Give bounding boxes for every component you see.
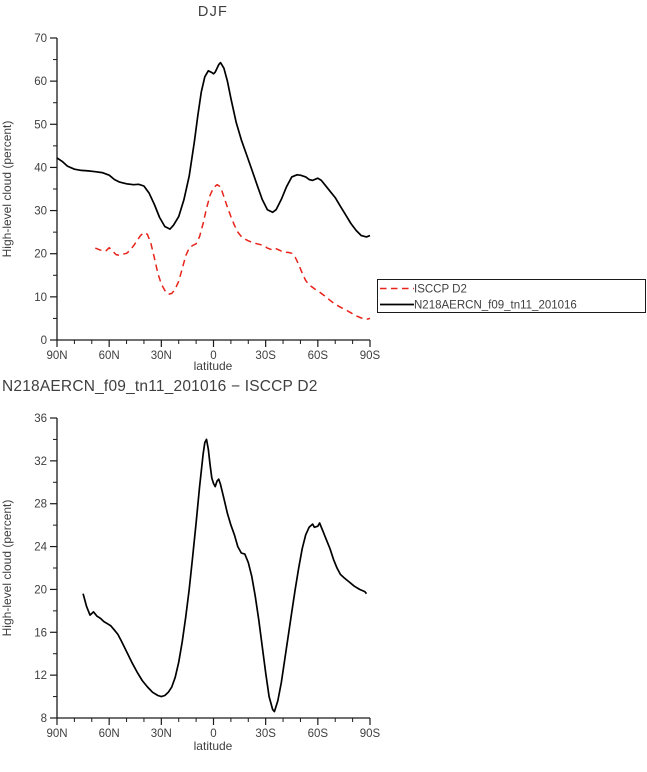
x-tick-label: 60N [99,728,120,740]
series-line-model [82,438,368,713]
y-tick-label: 20 [34,584,47,596]
x-tick-label: 0 [210,350,216,362]
y-tick-label: 70 [34,33,47,45]
bottom-chart: N218AERCN_f09_tn11_201016 − ISCCP D2 Hig… [0,378,381,753]
y-tick-label: 30 [34,206,47,218]
top-chart: DJF High-level cloud (percent) latitude … [0,4,646,373]
series-line-model [56,61,371,238]
x-tick-label: 90N [46,350,67,362]
y-tick-label: 10 [34,292,47,304]
y-tick-label: 0 [41,335,47,347]
y-tick-label: 20 [34,249,47,261]
x-tick-label: 0 [210,728,216,740]
y-tick-label: 16 [34,627,47,639]
legend-label-model: N218AERCN_f09_tn11_201016 [414,300,577,312]
y-tick-label: 60 [34,76,47,88]
top-x-axis-label: latitude [194,359,233,373]
top-y-axis-label: High-level cloud (percent) [0,121,14,258]
y-tick-label: 36 [34,413,47,425]
bottom-chart-title: N218AERCN_f09_tn11_201016 − ISCCP D2 [2,378,318,395]
x-tick-label: 90S [360,350,381,362]
series-line-isccp [95,183,371,321]
bottom-y-axis-label: High-level cloud (percent) [0,500,14,637]
y-tick-label: 32 [34,456,47,468]
x-tick-label: 30N [151,350,172,362]
y-tick-label: 24 [34,542,47,554]
legend: ISCCP D2 N218AERCN_f09_tn11_201016 [377,279,646,313]
x-tick-label: 90S [360,728,381,740]
x-tick-label: 60S [308,728,329,740]
y-tick-label: 8 [41,713,47,725]
bottom-plot-area: 8 12 16 20 24 28 32 36 90N 60N 30N 0 30S 60S 90S [34,413,380,740]
top-plot-area: 0 10 20 30 40 50 60 70 90N 60N 30N 0 30S 60S 90S [34,33,380,362]
x-tick-label: 30S [255,728,276,740]
bottom-x-axis-label: latitude [194,739,233,753]
top-chart-title: DJF [198,4,228,20]
y-tick-label: 40 [34,162,47,174]
x-tick-label: 30S [255,350,276,362]
legend-label-isccp: ISCCP D2 [414,284,467,296]
y-tick-label: 28 [34,499,47,511]
x-tick-label: 60S [308,350,329,362]
y-tick-label: 50 [34,119,47,131]
legend-box [377,279,646,313]
x-tick-label: 30N [151,728,172,740]
x-tick-label: 60N [99,350,120,362]
y-tick-label: 12 [34,670,47,682]
x-tick-label: 90N [46,728,67,740]
